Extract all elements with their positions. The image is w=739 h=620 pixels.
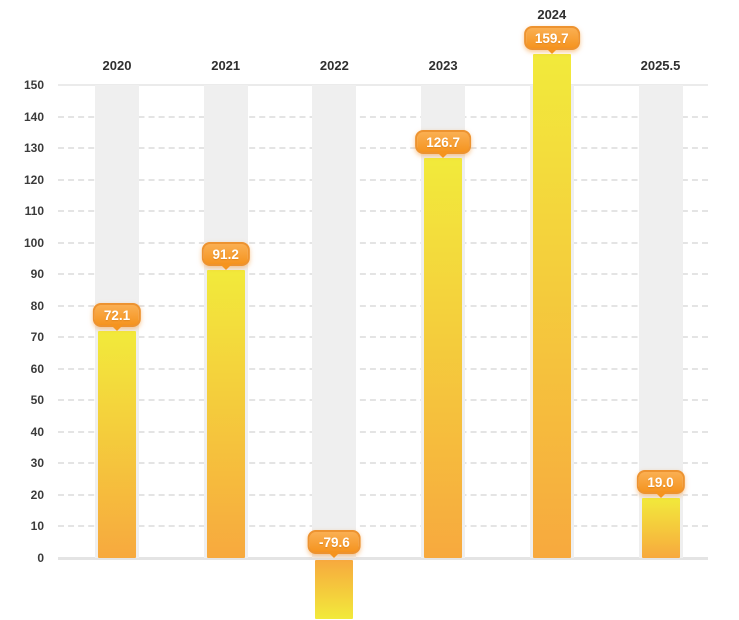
gridline-140 — [58, 115, 708, 118]
y-axis-tick-label: 70 — [30, 330, 44, 345]
y-axis-tick-label: 40 — [30, 424, 44, 439]
value-badge-pointer — [218, 263, 233, 271]
gridline-100 — [58, 241, 708, 244]
gridline-30 — [58, 462, 708, 465]
category-label-2021: 2021 — [211, 58, 241, 73]
value-badge-pointer — [436, 151, 451, 159]
y-axis-tick-label: 150 — [23, 78, 44, 92]
y-axis-tick-label: 90 — [30, 267, 44, 282]
y-axis-tick-label: 110 — [24, 204, 44, 219]
bar-2021[interactable] — [206, 270, 245, 558]
y-axis-tick-label: 100 — [23, 235, 44, 250]
value-badge-pointer — [110, 323, 124, 331]
gridline-40 — [58, 430, 708, 433]
gridline-60 — [58, 367, 708, 370]
gridline-20 — [58, 493, 708, 496]
category-label-2025.5: 2025.5 — [640, 58, 681, 73]
bar-2020[interactable] — [98, 330, 136, 558]
y-axis-tick-label: 0 — [37, 551, 44, 565]
value-badge-pointer — [544, 47, 559, 55]
gridline-110 — [58, 210, 708, 213]
value-badge-pointer — [653, 491, 668, 499]
y-axis-tick-label: 80 — [30, 298, 44, 313]
y-axis-tick-label: 50 — [30, 393, 44, 408]
category-label-2024: 2024 — [537, 7, 567, 23]
gridline-90 — [58, 273, 708, 276]
bar-2022[interactable] — [315, 560, 354, 619]
category-label-2022: 2022 — [319, 58, 349, 73]
gridline-0 — [58, 557, 708, 560]
value-badge-pointer — [327, 551, 342, 558]
gridline-10 — [58, 525, 708, 528]
category-label-2020: 2020 — [102, 58, 132, 73]
gridline-120 — [58, 178, 708, 181]
y-axis-tick-label: 130 — [23, 141, 44, 156]
y-axis-tick-label: 30 — [30, 456, 44, 471]
bar-2025.5[interactable] — [641, 498, 680, 558]
column-band-2022 — [312, 85, 357, 558]
gridline-130 — [58, 147, 708, 150]
gridline-50 — [58, 399, 708, 402]
value-badge-2023: 126.7 — [415, 130, 471, 155]
y-axis-tick-label: 140 — [23, 109, 44, 124]
gridline-70 — [58, 336, 708, 339]
bar-2024[interactable] — [532, 54, 571, 558]
y-axis-tick-label: 20 — [30, 487, 44, 502]
y-axis-tick-label: 120 — [23, 172, 44, 187]
category-label-2023: 2023 — [428, 58, 458, 73]
value-badge-2020: 72.1 — [92, 302, 142, 327]
gridline-150 — [58, 84, 708, 86]
bar-2023[interactable] — [424, 158, 463, 558]
y-axis-tick-label: 10 — [30, 519, 44, 534]
value-badge-2024: 159.7 — [523, 26, 580, 51]
gridline-80 — [58, 304, 708, 307]
y-axis-tick-label: 60 — [30, 361, 44, 376]
